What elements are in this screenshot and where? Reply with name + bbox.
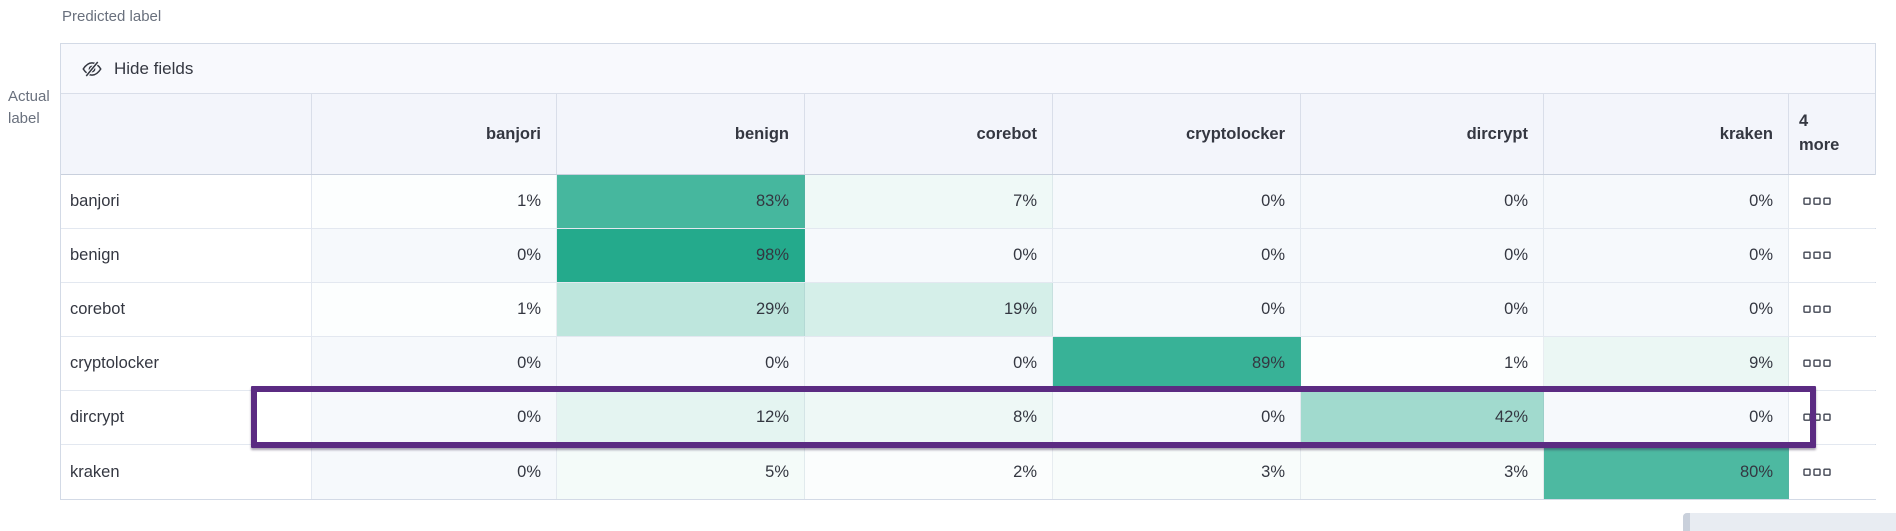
column-header-cryptolocker[interactable]: cryptolocker bbox=[1053, 94, 1301, 174]
matrix-cell[interactable]: 0% bbox=[1053, 175, 1301, 228]
matrix-cell[interactable]: 98% bbox=[557, 229, 805, 282]
column-header-dircrypt[interactable]: dircrypt bbox=[1301, 94, 1544, 174]
row-label-cell[interactable]: benign bbox=[61, 229, 312, 282]
matrix-cell[interactable]: 0% bbox=[1053, 283, 1301, 336]
column-header-benign[interactable]: benign bbox=[557, 94, 805, 174]
matrix-cell[interactable]: 12% bbox=[557, 391, 805, 444]
matrix-cell[interactable]: 3% bbox=[1301, 445, 1544, 499]
matrix-cell[interactable]: 0% bbox=[1053, 391, 1301, 444]
hidden-columns-boxes-icon bbox=[1803, 359, 1831, 368]
more-columns-cell[interactable] bbox=[1789, 229, 1877, 282]
matrix-cell[interactable]: 0% bbox=[312, 337, 557, 390]
hide-fields-label: Hide fields bbox=[114, 58, 194, 78]
eye-closed-icon bbox=[82, 59, 102, 79]
more-columns-cell[interactable] bbox=[1789, 391, 1877, 444]
matrix-cell[interactable]: 80% bbox=[1544, 445, 1789, 499]
grid-toolbar: Hide fields bbox=[61, 44, 1875, 94]
matrix-cell[interactable]: 0% bbox=[312, 229, 557, 282]
matrix-cell[interactable]: 19% bbox=[805, 283, 1053, 336]
matrix-cell[interactable]: 2% bbox=[805, 445, 1053, 499]
matrix-row-dircrypt: dircrypt 0% 12% 8% 0% 42% 0% bbox=[61, 391, 1877, 445]
row-label-cell[interactable]: dircrypt bbox=[61, 391, 312, 444]
matrix-row-banjori: banjori 1% 83% 7% 0% 0% 0% bbox=[61, 175, 1877, 229]
matrix-cell[interactable]: 5% bbox=[557, 445, 805, 499]
matrix-cell[interactable]: 3% bbox=[1053, 445, 1301, 499]
column-header-banjori[interactable]: banjori bbox=[312, 94, 557, 174]
matrix-cell[interactable]: 0% bbox=[1053, 229, 1301, 282]
matrix-row-cryptolocker: cryptolocker 0% 0% 0% 89% 1% 9% bbox=[61, 337, 1877, 391]
matrix-row-corebot: corebot 1% 29% 19% 0% 0% 0% bbox=[61, 283, 1877, 337]
matrix-cell[interactable]: 0% bbox=[1544, 175, 1789, 228]
predicted-axis-label: Predicted label bbox=[62, 8, 162, 25]
matrix-cell[interactable]: 0% bbox=[1301, 283, 1544, 336]
matrix-cell[interactable]: 1% bbox=[312, 175, 557, 228]
matrix-cell[interactable]: 83% bbox=[557, 175, 805, 228]
matrix-cell[interactable]: 0% bbox=[1544, 229, 1789, 282]
more-columns-cell[interactable] bbox=[1789, 175, 1877, 228]
matrix-row-kraken: kraken 0% 5% 2% 3% 3% 80% bbox=[61, 445, 1877, 499]
row-label-cell[interactable]: banjori bbox=[61, 175, 312, 228]
hidden-columns-boxes-icon bbox=[1803, 251, 1831, 260]
matrix-cell[interactable]: 29% bbox=[557, 283, 805, 336]
hidden-columns-boxes-icon bbox=[1803, 413, 1831, 422]
more-columns-cell[interactable] bbox=[1789, 283, 1877, 336]
column-header-more[interactable]: 4 more bbox=[1799, 112, 1840, 154]
partial-control-edge bbox=[1683, 513, 1690, 531]
matrix-cell[interactable]: 1% bbox=[1301, 337, 1544, 390]
header-row: banjori benign corebot cryptolocker dircrypt… bbox=[61, 94, 1875, 175]
matrix-cell[interactable]: 0% bbox=[1301, 229, 1544, 282]
hidden-columns-boxes-icon bbox=[1803, 468, 1831, 477]
row-label-cell[interactable]: kraken bbox=[61, 445, 312, 499]
matrix-rows: banjori 1% 83% 7% 0% 0% 0% benign 0% 98% 0% 0% 0% 0%… bbox=[61, 175, 1877, 499]
matrix-cell[interactable]: 0% bbox=[312, 391, 557, 444]
matrix-cell[interactable]: 9% bbox=[1544, 337, 1789, 390]
matrix-cell[interactable]: 0% bbox=[805, 337, 1053, 390]
hidden-columns-boxes-icon bbox=[1803, 305, 1831, 314]
column-header-corebot[interactable]: corebot bbox=[805, 94, 1053, 174]
matrix-cell[interactable]: 0% bbox=[805, 229, 1053, 282]
row-label-cell[interactable]: corebot bbox=[61, 283, 312, 336]
more-columns-cell[interactable] bbox=[1789, 445, 1877, 499]
row-label-cell[interactable]: cryptolocker bbox=[61, 337, 312, 390]
bottom-right-partial-control[interactable] bbox=[1683, 513, 1896, 531]
hide-fields-button[interactable]: Hide fields bbox=[82, 59, 193, 79]
matrix-cell[interactable]: 89% bbox=[1053, 337, 1301, 390]
hidden-columns-boxes-icon bbox=[1803, 197, 1831, 206]
matrix-cell[interactable]: 0% bbox=[557, 337, 805, 390]
matrix-cell[interactable]: 0% bbox=[1544, 283, 1789, 336]
matrix-cell[interactable]: 0% bbox=[1544, 391, 1789, 444]
matrix-cell[interactable]: 8% bbox=[805, 391, 1053, 444]
matrix-cell[interactable]: 0% bbox=[312, 445, 557, 499]
matrix-cell[interactable]: 0% bbox=[1301, 175, 1544, 228]
confusion-matrix-grid: Hide fields banjori benign corebot cryptolo… bbox=[60, 43, 1877, 500]
matrix-cell[interactable]: 7% bbox=[805, 175, 1053, 228]
matrix-row-benign: benign 0% 98% 0% 0% 0% 0% bbox=[61, 229, 1877, 283]
column-header-kraken[interactable]: kraken bbox=[1544, 94, 1789, 174]
more-columns-cell[interactable] bbox=[1789, 337, 1877, 390]
matrix-cell[interactable]: 42% bbox=[1301, 391, 1544, 444]
actual-axis-label: Actual label bbox=[8, 88, 50, 127]
matrix-cell[interactable]: 1% bbox=[312, 283, 557, 336]
header-spacer-cell bbox=[61, 94, 312, 174]
